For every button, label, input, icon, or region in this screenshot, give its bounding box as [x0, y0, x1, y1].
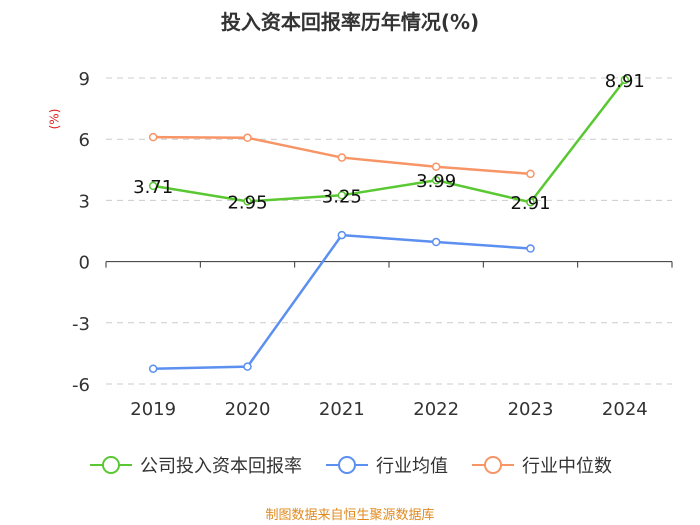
- data-label: 8.91: [605, 71, 645, 92]
- data-label: 2.91: [510, 193, 550, 214]
- series-lines: [148, 75, 630, 373]
- legend-label-company: 公司投入资本回报率: [140, 456, 302, 477]
- chart-title: 投入资本回报率历年情况(%): [220, 10, 480, 34]
- y-tick-label: -3: [72, 314, 90, 335]
- legend-label-industry-median: 行业中位数: [522, 456, 612, 477]
- series-point-2: [431, 162, 441, 171]
- data-label: 3.99: [416, 171, 456, 192]
- legend-marker-industry-mean: [326, 456, 368, 474]
- y-tick-label: 0: [79, 253, 90, 274]
- y-tick-label: -6: [72, 375, 90, 396]
- legend-item-industry-mean[interactable]: 行业均值: [324, 452, 448, 478]
- legend-item-industry-median[interactable]: 行业中位数: [470, 452, 612, 478]
- axes: 9 6 3 0 -3 -6 2019 2020 2021 2022 2023 2024: [72, 69, 673, 420]
- series-point-1: [243, 362, 252, 371]
- legend-marker-company: [90, 456, 132, 474]
- x-tick-label: 2023: [508, 399, 554, 420]
- series-point-2: [148, 132, 158, 142]
- series-point-0: [620, 75, 630, 85]
- y-tick-label: 3: [79, 191, 90, 212]
- series-point-1: [431, 237, 441, 247]
- data-labels: 3.71 2.95 3.25 3.99 2.91 8.91: [133, 71, 645, 214]
- series-line-0: [152, 79, 626, 204]
- data-source-note: 制图数据来自恒生聚源数据库: [265, 508, 435, 523]
- x-tick-label: 2021: [319, 399, 365, 420]
- grid-lines: [106, 77, 672, 385]
- legend-label-industry-mean: 行业均值: [376, 456, 448, 477]
- series-point-0: [431, 175, 441, 185]
- x-tick-label: 2024: [602, 399, 648, 420]
- data-label: 3.71: [133, 177, 173, 198]
- series-point-0: [337, 191, 347, 200]
- series-point-1: [526, 244, 535, 253]
- legend: 公司投入资本回报率 行业均值 行业中位数: [0, 452, 700, 478]
- series-point-2: [337, 153, 347, 162]
- y-tick-label: 6: [79, 130, 90, 151]
- series-point-0: [526, 197, 535, 207]
- x-tick-label: 2019: [130, 399, 176, 420]
- series-point-2: [526, 169, 535, 179]
- series-point-1: [148, 364, 158, 373]
- series-point-1: [337, 230, 347, 240]
- y-tick-label: 9: [79, 69, 90, 90]
- legend-item-company[interactable]: 公司投入资本回报率: [88, 452, 302, 478]
- x-tick-label: 2022: [413, 399, 459, 420]
- series-line-1: [153, 233, 531, 370]
- data-label: 3.25: [322, 186, 362, 207]
- series-point-2: [243, 133, 252, 143]
- legend-marker-industry-median: [472, 456, 514, 474]
- series-point-0: [148, 181, 158, 191]
- x-tick-label: 2020: [225, 399, 271, 420]
- series-point-0: [243, 197, 252, 206]
- data-label: 2.95: [227, 192, 267, 213]
